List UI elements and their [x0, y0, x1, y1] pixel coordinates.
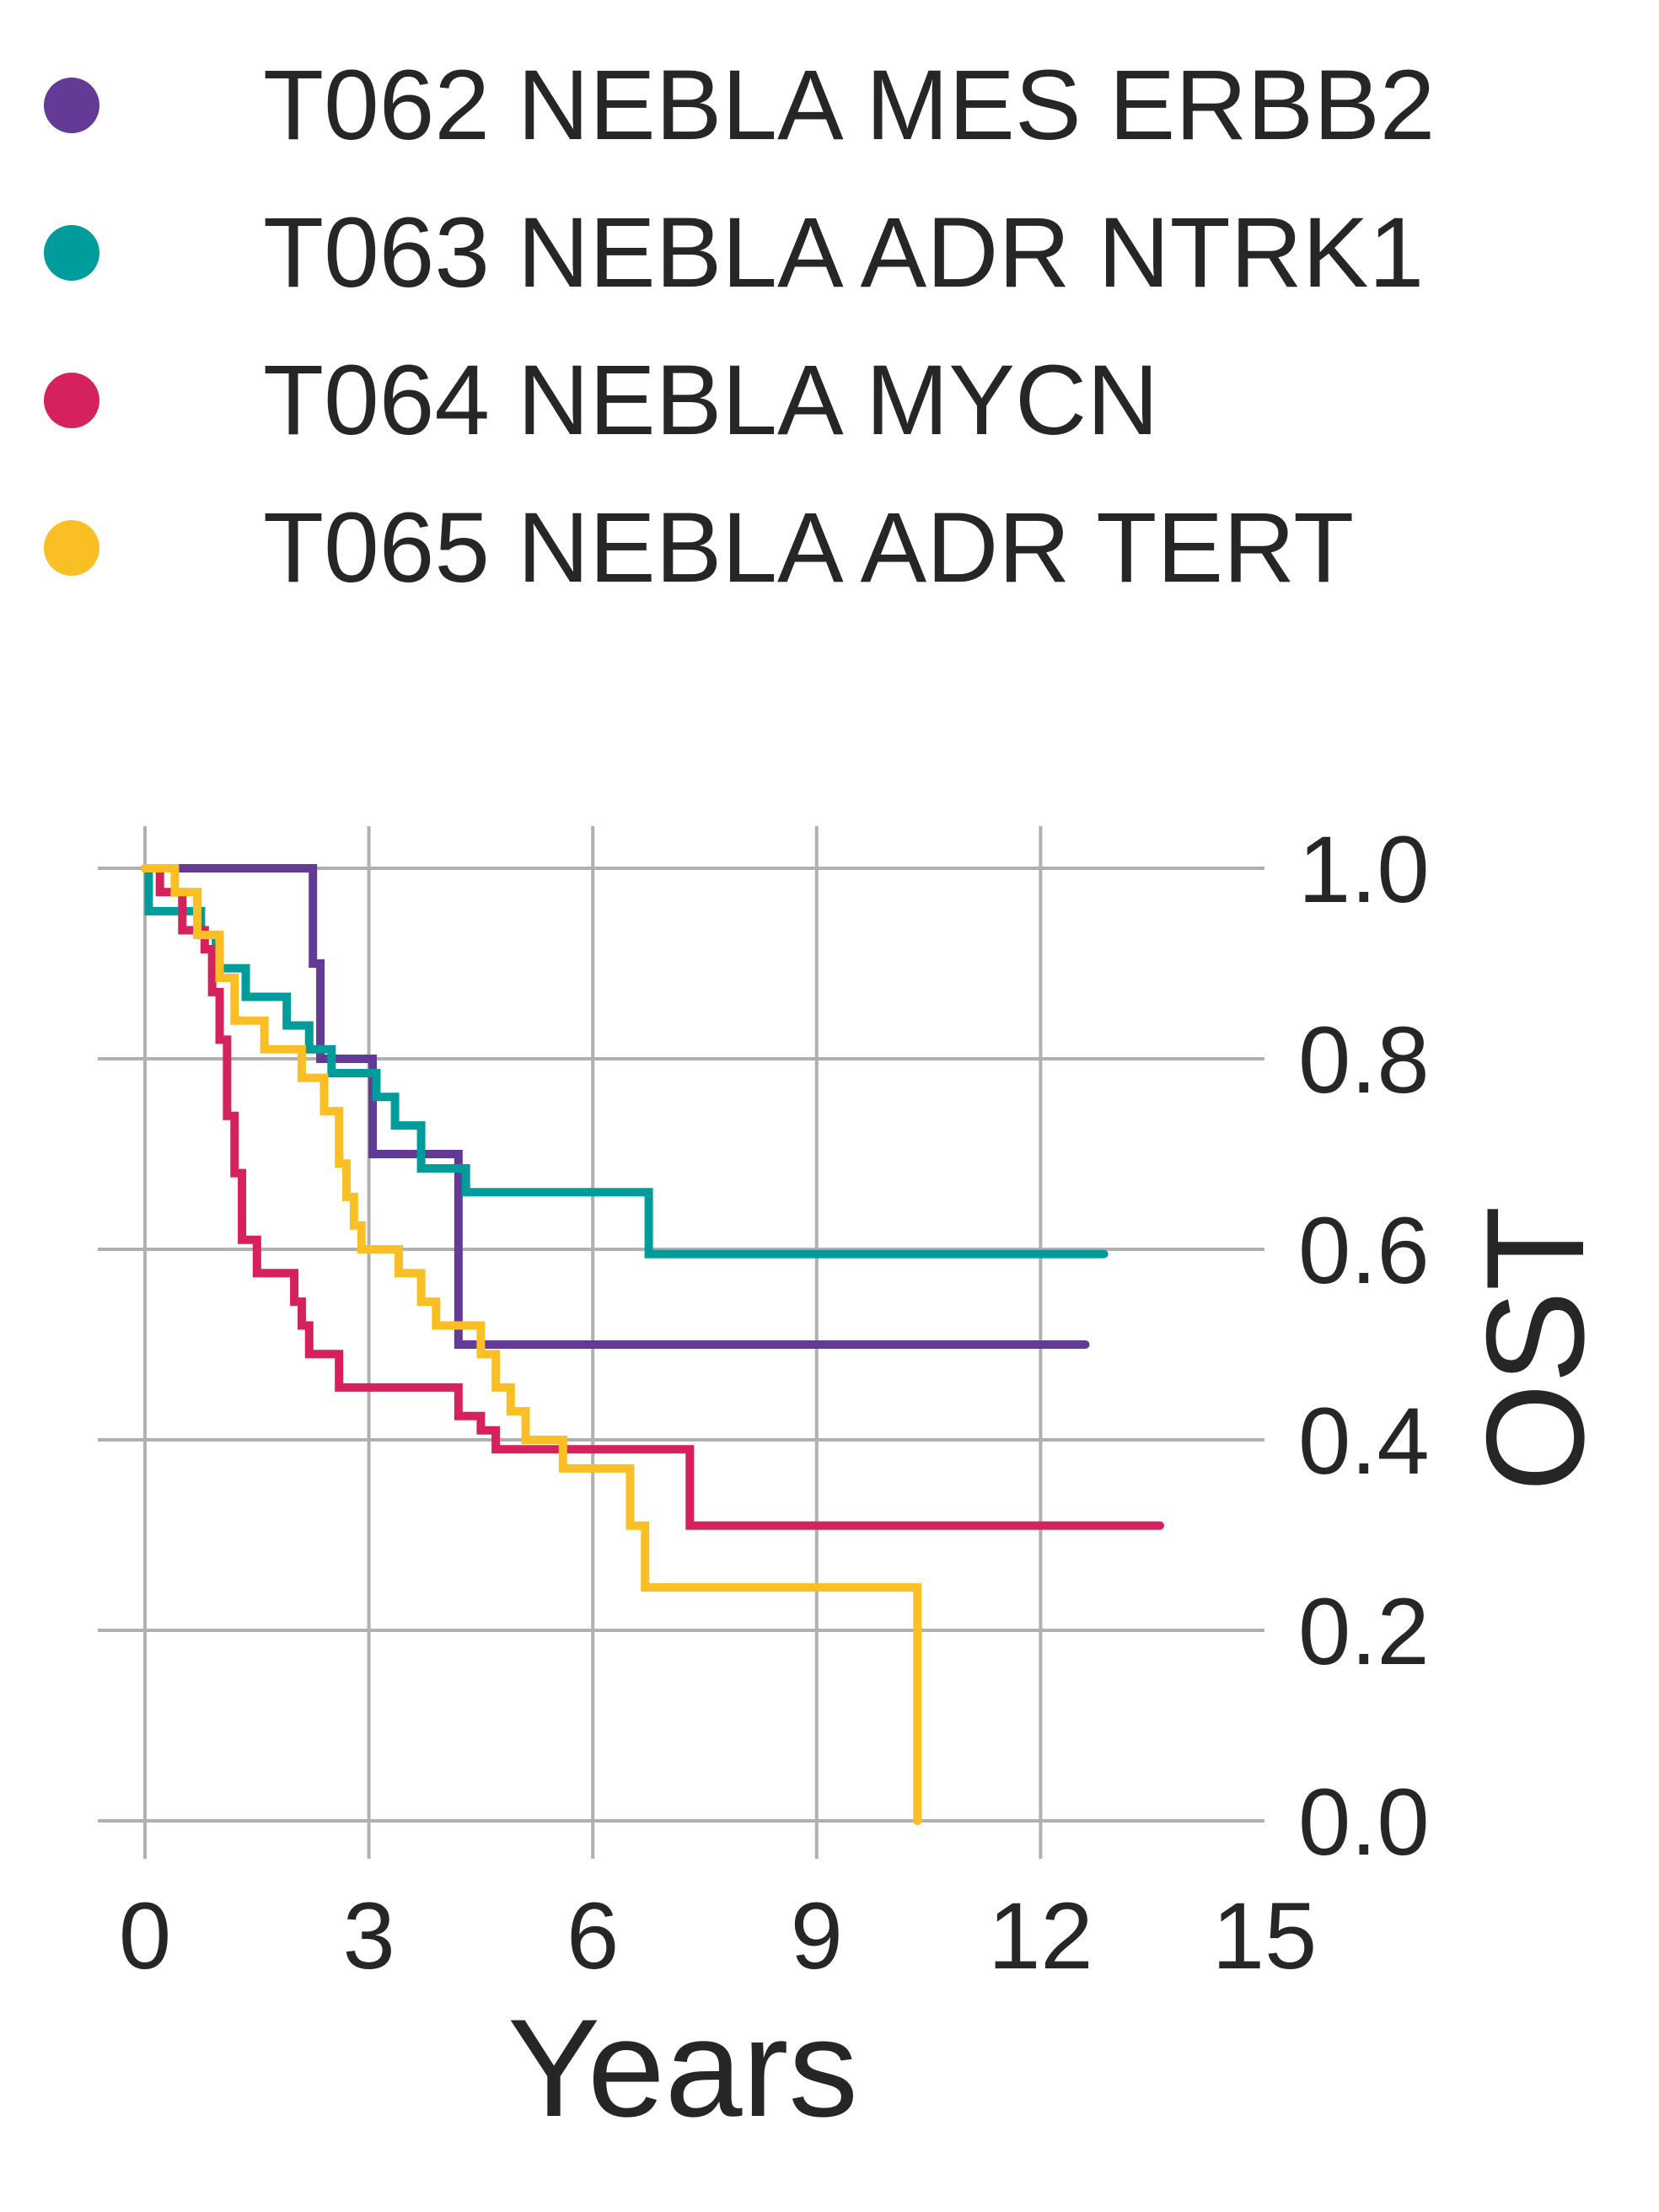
- legend-label-t062: T062 NEBLA MES ERBB2: [263, 50, 1436, 161]
- y-tick-label: 1.0: [1298, 817, 1430, 922]
- survival-curves: [141, 864, 1165, 1825]
- y-axis-label: OST: [1458, 1205, 1613, 1491]
- series-line-t064: [141, 864, 1165, 1530]
- x-tick-label: 6: [566, 1883, 619, 1989]
- series-line-t065: [141, 864, 922, 1825]
- x-tick-label: 12: [988, 1883, 1093, 1989]
- legend-marker-t062: [44, 78, 99, 133]
- legend-item-t064: T064 NEBLA MYCN: [0, 329, 1659, 472]
- x-tick-label: 0: [119, 1883, 171, 1989]
- y-tick-label: 0.6: [1298, 1198, 1430, 1303]
- y-tick-label: 0.8: [1298, 1007, 1430, 1113]
- x-tick-label: 3: [342, 1883, 395, 1989]
- legend-marker-t065: [44, 520, 99, 576]
- x-tick-label: 9: [791, 1883, 843, 1989]
- series-line-t063: [141, 864, 1109, 1259]
- legend-item-t062: T062 NEBLA MES ERBB2: [0, 34, 1659, 177]
- legend-item-t065: T065 NEBLA ADR TERT: [0, 476, 1659, 620]
- legend-label-t064: T064 NEBLA MYCN: [263, 345, 1159, 456]
- legend-marker-t064: [44, 373, 99, 428]
- x-tick-labels: 0 3 6 9 12 15: [119, 1883, 1317, 1989]
- legend-marker-t063: [44, 225, 99, 281]
- y-tick-label: 0.0: [1298, 1769, 1430, 1875]
- legend-label-t063: T063 NEBLA ADR NTRK1: [263, 197, 1425, 309]
- y-tick-label: 0.4: [1298, 1388, 1430, 1494]
- x-axis-label: Years: [507, 1990, 858, 2145]
- legend-item-t063: T063 NEBLA ADR NTRK1: [0, 181, 1659, 325]
- legend-label-t065: T065 NEBLA ADR TERT: [263, 492, 1355, 604]
- y-tick-label: 0.2: [1298, 1579, 1430, 1684]
- y-tick-labels: 0.0 0.2 0.4 0.6 0.8 1.0: [1298, 817, 1430, 1875]
- series-line-t062: [141, 864, 1090, 1349]
- x-tick-label: 15: [1212, 1883, 1318, 1989]
